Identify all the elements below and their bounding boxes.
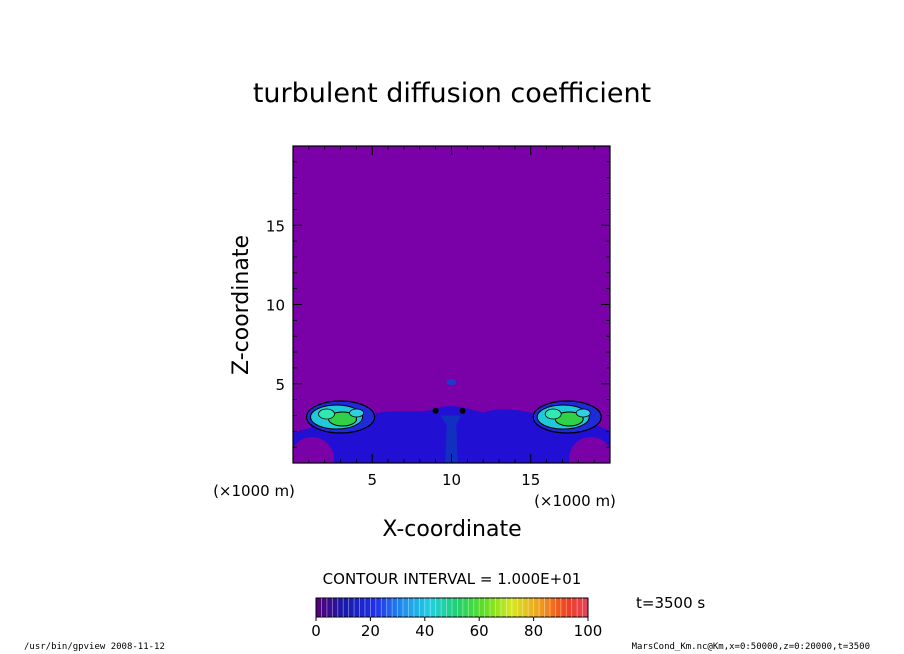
colorbar-tick-label: 60 [470, 622, 489, 640]
colorbar-tick-label: 20 [361, 622, 380, 640]
colorbar-tick-label: 0 [311, 622, 321, 640]
colorbar-tick-label: 80 [524, 622, 543, 640]
contour-interval-label: CONTOUR INTERVAL = 1.000E+01 [323, 570, 582, 588]
x-axis-unit: (×1000 m) [534, 492, 616, 510]
colorbar-gradient [315, 597, 589, 618]
x-axis-ticks: 5 10 15 [367, 146, 540, 489]
y-axis-label: Z-coordinate [229, 235, 254, 375]
y-axis-ticks: 5 10 15 [266, 217, 610, 394]
corner-calm-left [293, 437, 335, 463]
contour-dot [432, 407, 439, 414]
footer-right: MarsCond_Km.nc@Km,x=0:50000,z=0:20000,t=… [631, 642, 870, 652]
time-label: t=3500 s [636, 594, 705, 612]
x-tick-label: 15 [521, 471, 540, 489]
colorbar: 0 20 40 60 80 100 [311, 597, 602, 640]
colorbar-ticks: 0 20 40 60 80 100 [311, 617, 602, 640]
x-tick-label: 5 [367, 471, 377, 489]
y-tick-label: 5 [275, 376, 285, 394]
colorbar-tick-label: 40 [415, 622, 434, 640]
colorbar-tick-label: 100 [574, 622, 603, 640]
x-tick-label: 10 [442, 471, 461, 489]
central-blob [446, 379, 457, 386]
y-axis-unit: (×1000 m) [213, 482, 295, 500]
y-tick-label: 10 [266, 297, 285, 315]
chart-title: turbulent diffusion coefficient [253, 78, 651, 109]
central-column [440, 415, 462, 463]
x-axis-label: X-coordinate [382, 517, 521, 542]
y-tick-label: 15 [266, 217, 285, 235]
footer-left: /usr/bin/gpview 2008-11-12 [24, 642, 165, 652]
left-plume [305, 400, 376, 434]
field-features [293, 379, 610, 463]
right-plume [532, 400, 602, 434]
colorbar-stripes [321, 598, 583, 617]
minor-ticks [293, 146, 610, 463]
plot-area [293, 146, 610, 463]
contour-dot [459, 407, 466, 414]
corner-calm-right [568, 437, 610, 463]
